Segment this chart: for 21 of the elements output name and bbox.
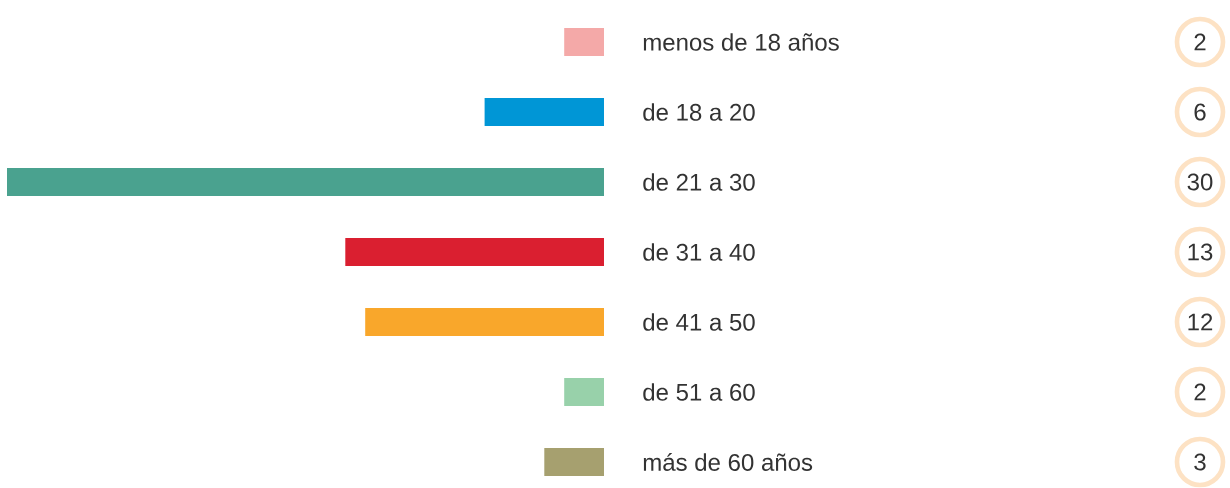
bar [544,447,604,476]
bar [484,97,604,126]
y-tick-label: más de 60 años [643,453,813,471]
y-tick-label: de 41 a 50 [643,313,755,331]
bar [564,377,604,406]
bar [345,237,604,266]
y-tick-label: de 51 a 60 [643,383,755,401]
data-label: 12 [1188,313,1213,331]
y-tick-label: menos de 18 años [643,33,839,51]
y-tick-label: de 18 a 20 [643,103,755,121]
bar [365,307,604,336]
bar [564,27,604,56]
data-label: 30 [1187,173,1213,191]
bar [7,167,604,196]
data-label: 2 [1194,383,1206,401]
data-label: 6 [1194,103,1206,121]
y-tick-label: de 21 a 30 [643,173,755,191]
y-tick-label: de 31 a 40 [643,243,755,261]
data-label: 13 [1188,243,1213,261]
data-label: 3 [1194,453,1206,471]
data-label: 2 [1194,33,1206,51]
